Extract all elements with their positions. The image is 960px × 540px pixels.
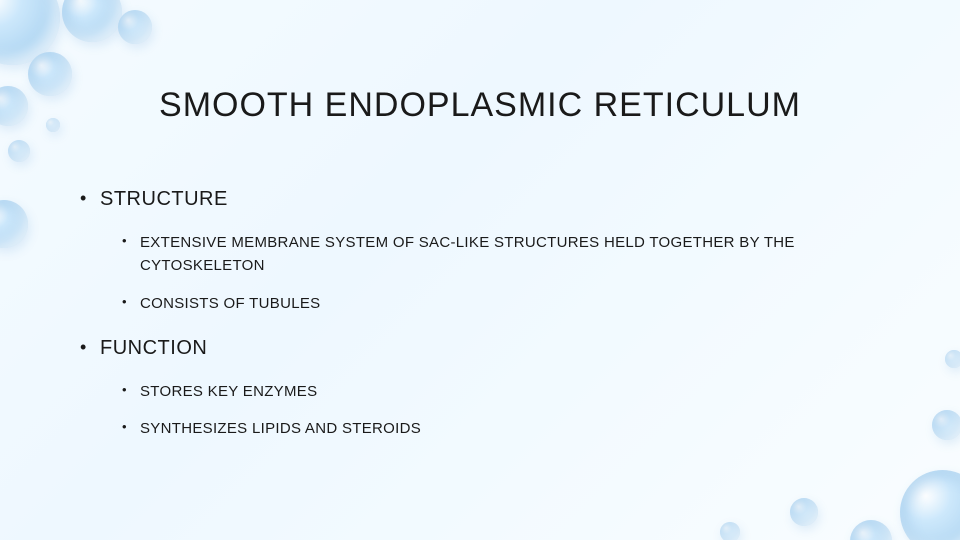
list-item: CONSISTS OF TUBULES	[122, 292, 900, 315]
list-item: EXTENSIVE MEMBRANE SYSTEM OF SAC-LIKE ST…	[122, 231, 900, 278]
item-text: EXTENSIVE MEMBRANE SYSTEM OF SAC-LIKE ST…	[140, 234, 795, 274]
item-text: STORES KEY ENZYMES	[140, 383, 317, 400]
section-items-function: STORES KEY ENZYMES SYNTHESIZES LIPIDS AN…	[122, 380, 900, 441]
heading-text: STRUCTURE	[100, 188, 228, 210]
slide-title: SMOOTH ENDOPLASMIC RETICULUM	[0, 86, 960, 125]
section-heading-function: FUNCTION	[78, 337, 900, 360]
list-item: SYNTHESIZES LIPIDS AND STEROIDS	[122, 417, 900, 440]
slide-content: SMOOTH ENDOPLASMIC RETICULUM STRUCTURE E…	[0, 0, 960, 540]
list-item: STORES KEY ENZYMES	[122, 380, 900, 403]
heading-text: FUNCTION	[100, 337, 207, 359]
section-items-structure: EXTENSIVE MEMBRANE SYSTEM OF SAC-LIKE ST…	[122, 231, 900, 315]
slide-body: STRUCTURE EXTENSIVE MEMBRANE SYSTEM OF S…	[78, 188, 900, 462]
item-text: SYNTHESIZES LIPIDS AND STEROIDS	[140, 420, 421, 437]
item-text: CONSISTS OF TUBULES	[140, 295, 320, 312]
section-heading-structure: STRUCTURE	[78, 188, 900, 211]
